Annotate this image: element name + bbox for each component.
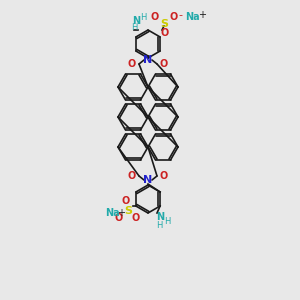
Text: O: O <box>151 12 159 22</box>
Text: H: H <box>164 218 170 226</box>
Text: -: - <box>178 10 182 20</box>
Text: H: H <box>156 220 162 230</box>
Text: H: H <box>131 23 137 32</box>
Text: N: N <box>143 175 153 185</box>
Text: O: O <box>128 59 136 69</box>
Text: O: O <box>161 28 169 38</box>
Text: O: O <box>170 12 178 22</box>
Text: O: O <box>115 213 123 223</box>
Text: S: S <box>124 206 132 216</box>
Text: O: O <box>160 59 168 69</box>
Text: O: O <box>128 171 136 181</box>
Text: S: S <box>160 19 168 29</box>
Text: O: O <box>122 196 130 206</box>
Text: +: + <box>117 208 125 218</box>
Text: Na: Na <box>105 208 119 218</box>
Text: O: O <box>160 171 168 181</box>
Text: Na: Na <box>185 12 199 22</box>
Text: O: O <box>132 213 140 223</box>
Text: N: N <box>143 55 153 65</box>
Text: H: H <box>140 13 146 22</box>
Text: N: N <box>156 212 164 222</box>
Text: +: + <box>198 10 206 20</box>
Text: N: N <box>132 16 140 26</box>
